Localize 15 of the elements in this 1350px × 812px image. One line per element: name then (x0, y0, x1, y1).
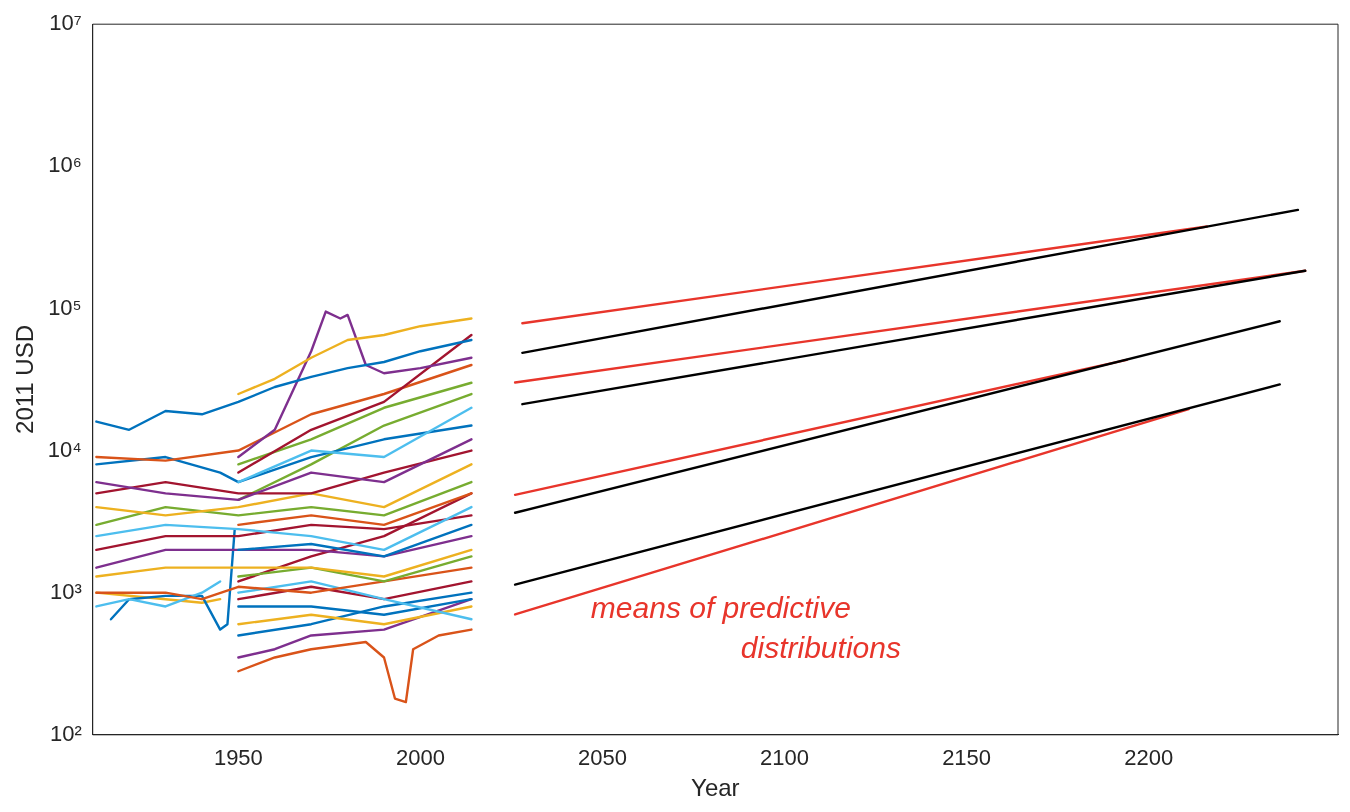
y-tick-label: 10³ (49, 578, 82, 604)
y-tick-label: 10² (49, 720, 82, 746)
y-tick-label: 10⁵ (48, 294, 82, 320)
x-tick-label: 2000 (395, 745, 445, 771)
annotation: means of predictive distributions (590, 591, 901, 665)
x-tick-label: 1950 (213, 745, 263, 771)
x-tick-label: 2050 (578, 745, 627, 771)
y-tick-label: 10⁴ (47, 436, 82, 462)
y-tick-label: 10⁷ (49, 10, 82, 36)
x-tick-label: 2100 (760, 745, 810, 771)
x-axis-title: Year (691, 774, 740, 802)
y-axis-title: 2011 USD (11, 325, 39, 434)
y-tick-label: 10⁶ (48, 152, 82, 178)
x-tick-label: 2200 (1124, 745, 1174, 771)
x-tick-label: 2150 (942, 745, 992, 771)
